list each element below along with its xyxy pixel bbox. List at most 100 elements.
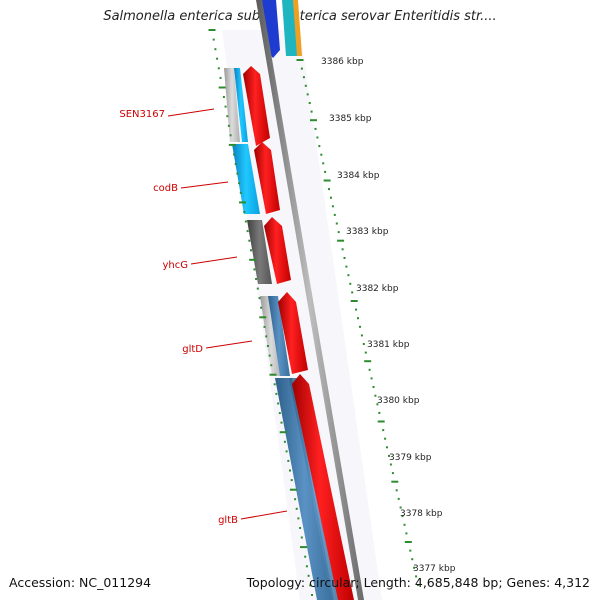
inner-tick-37 xyxy=(273,383,276,386)
accession-text: Accession: NC_011294 xyxy=(9,575,152,590)
gene-label-gltB[interactable]: gltB xyxy=(218,515,238,526)
inner-tick-43 xyxy=(283,440,286,443)
outer-dot-27 xyxy=(351,291,354,294)
inner-tick-22 xyxy=(248,239,251,242)
gene-arrow-gltB[interactable] xyxy=(292,374,354,600)
inner-tick-35 xyxy=(270,364,273,367)
inner-tick-6 xyxy=(218,86,226,89)
inner-tick-51 xyxy=(297,517,300,520)
inner-tick-21 xyxy=(246,230,249,233)
inner-tick-53 xyxy=(300,536,303,539)
outer-dot-26 xyxy=(349,282,352,285)
inner-tick-54 xyxy=(300,546,307,549)
inner-tick-19 xyxy=(243,210,246,213)
outer-dot-22 xyxy=(341,248,344,251)
gene-label-gltD[interactable]: gltD xyxy=(182,344,203,355)
tick-label-3386: 3386 kbp xyxy=(321,57,364,67)
inner-tick-28 xyxy=(258,297,261,300)
outer-dot-3 xyxy=(304,84,307,87)
inner-tick-0 xyxy=(208,29,216,31)
outer-dot-25 xyxy=(347,274,350,277)
inner-tick-38 xyxy=(275,392,278,395)
inner-tick-57 xyxy=(307,574,310,577)
tick-label-3380: 3380 kbp xyxy=(377,396,420,406)
inner-tick-44 xyxy=(285,450,288,453)
inner-tick-11 xyxy=(229,134,232,137)
inner-tick-18 xyxy=(239,201,246,204)
outer-dot-24 xyxy=(345,265,348,268)
outer-dot-48 xyxy=(391,472,394,475)
inner-tick-30 xyxy=(259,316,267,319)
outer-dot-4 xyxy=(306,93,309,96)
gene-label-sen3167[interactable]: SEN3167 xyxy=(119,109,165,120)
outer-dot-28 xyxy=(350,300,358,302)
outer-dot-42 xyxy=(377,420,385,423)
gene-arrow-codB[interactable] xyxy=(254,142,280,214)
outer-dot-9 xyxy=(316,136,319,139)
leader-yhcG xyxy=(190,256,238,265)
outer-dot-59 xyxy=(413,566,416,569)
inner-tick-14 xyxy=(234,163,237,166)
outer-dot-57 xyxy=(409,549,412,552)
outer-dot-12 xyxy=(322,162,325,165)
inner-tick-3 xyxy=(216,57,219,60)
gene-arrow-yhcG[interactable] xyxy=(264,217,291,284)
inner-tick-15 xyxy=(236,172,239,175)
tick-label-3379: 3379 kbp xyxy=(389,453,432,463)
outer-dot-15 xyxy=(328,188,330,191)
outer-dot-46 xyxy=(388,454,390,457)
inner-tick-36 xyxy=(269,373,277,376)
inner-tick-12 xyxy=(228,143,236,146)
outer-dot-43 xyxy=(382,429,385,432)
outer-dot-35 xyxy=(364,360,372,363)
outer-dot-33 xyxy=(362,343,365,345)
outer-dot-0 xyxy=(296,59,304,61)
outer-dot-41 xyxy=(378,411,381,414)
inner-tick-2 xyxy=(214,48,217,51)
inner-tick-49 xyxy=(294,498,297,501)
outer-dot-5 xyxy=(308,102,311,104)
tick-label-3383: 3383 kbp xyxy=(346,227,389,237)
outer-dot-11 xyxy=(320,153,323,156)
outer-dot-58 xyxy=(411,558,414,561)
outer-dot-29 xyxy=(355,308,358,311)
outer-dot-21 xyxy=(337,239,345,242)
outer-dot-30 xyxy=(357,317,359,320)
outer-dot-32 xyxy=(360,334,363,337)
outer-dot-49 xyxy=(391,480,399,483)
blast-light-2 xyxy=(260,296,282,376)
inner-tick-47 xyxy=(290,479,293,482)
leader-sen3167 xyxy=(167,108,215,117)
inner-tick-24 xyxy=(249,258,257,261)
outer-dot-10 xyxy=(318,145,321,148)
outer-dot-17 xyxy=(331,205,334,208)
leader-gltB xyxy=(240,510,288,520)
outer-dot-14 xyxy=(323,179,331,182)
outer-dot-60 xyxy=(415,575,418,578)
inner-tick-56 xyxy=(305,565,308,568)
gene-label-yhcG[interactable]: yhcG xyxy=(162,260,188,271)
gene-arrow-gltD[interactable] xyxy=(278,292,308,374)
inner-tick-9 xyxy=(226,115,229,118)
inner-tick-41 xyxy=(280,421,283,424)
inner-tick-34 xyxy=(268,354,271,357)
outer-dot-20 xyxy=(337,231,340,234)
inner-tick-46 xyxy=(289,469,291,472)
blast-light-1 xyxy=(224,68,240,142)
blast-gray-1 xyxy=(247,220,272,284)
outer-dot-40 xyxy=(376,403,379,406)
blast-blue-2 xyxy=(232,144,260,214)
blast-blue-1 xyxy=(234,68,248,142)
blast-steel-1 xyxy=(268,296,290,376)
outer-dot-38 xyxy=(372,386,375,388)
inner-tick-52 xyxy=(299,527,302,529)
outer-dot-31 xyxy=(359,325,361,328)
gene-arrow-sen3167[interactable] xyxy=(243,66,270,146)
tick-label-3382: 3382 kbp xyxy=(356,284,399,294)
forward-genes xyxy=(243,66,354,600)
blast-steel-2 xyxy=(275,378,334,600)
outer-dotted-ring xyxy=(296,59,419,586)
gene-label-codB[interactable]: codB xyxy=(153,183,178,194)
topology-info: Topology: circular; Length: 4,685,848 bp… xyxy=(246,575,590,590)
